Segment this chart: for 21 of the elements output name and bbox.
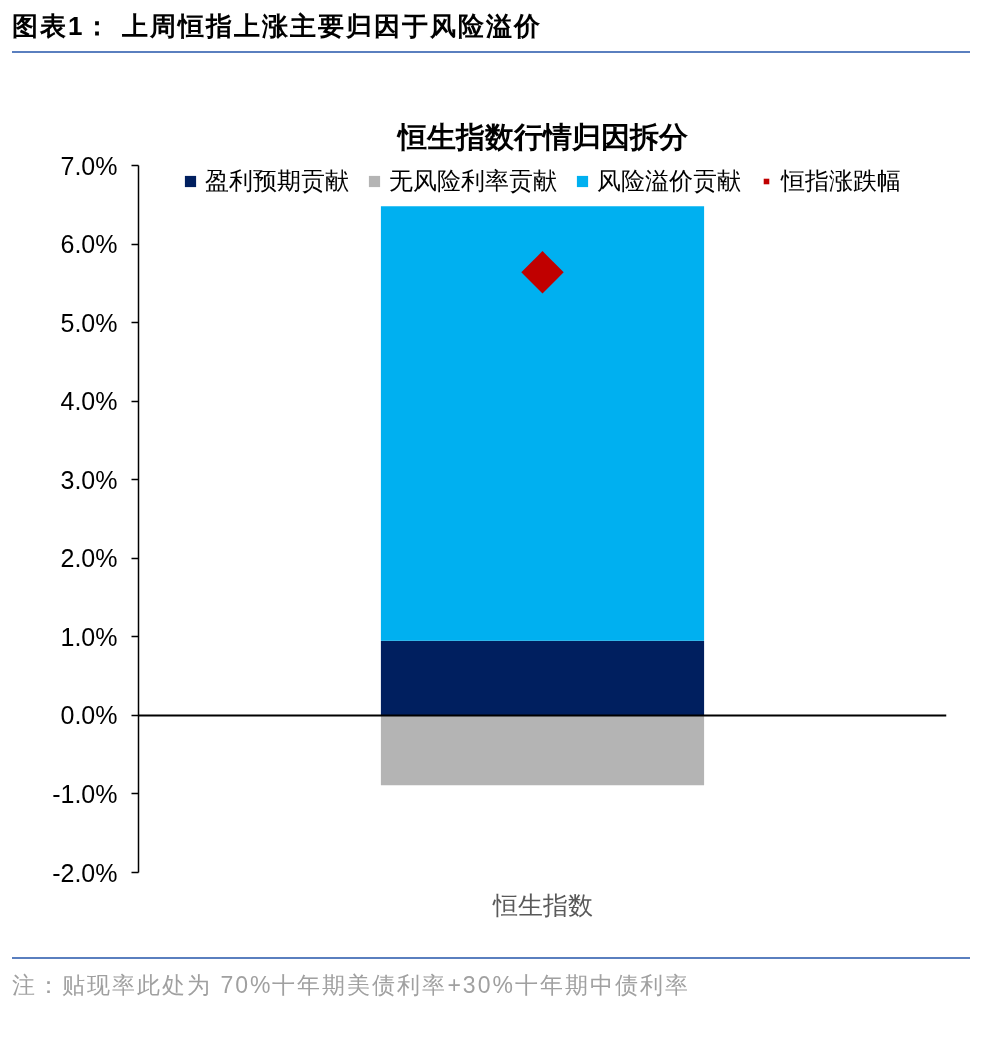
- y-tick-label: -1.0%: [52, 780, 118, 809]
- bar: [380, 640, 705, 716]
- y-tick-label: 3.0%: [60, 465, 118, 494]
- chart-title: 图表1： 上周恒指上涨主要归因于风险溢价: [12, 10, 542, 43]
- y-tick-label: 4.0%: [60, 387, 118, 416]
- chart-subtitle: 恒生指数行情归因拆分: [395, 120, 689, 153]
- y-tick-label: -2.0%: [52, 858, 118, 887]
- x-tick-label: 恒生指数: [491, 890, 593, 919]
- y-tick-label: 7.0%: [60, 151, 118, 180]
- bar: [380, 715, 705, 786]
- y-tick-label: 5.0%: [60, 308, 118, 337]
- y-tick-label: 1.0%: [60, 622, 118, 651]
- y-tick-label: 0.0%: [60, 701, 118, 730]
- legend-label: 盈利预期贡献: [205, 166, 349, 197]
- bar: [380, 206, 705, 641]
- text: 注：贴现率此处为 70%十年期美债利率+30%十年期中债利率: [12, 971, 690, 1001]
- y-tick-label: 2.0%: [60, 544, 118, 573]
- legend-label: 恒指涨跌幅: [781, 166, 901, 197]
- legend-label: 无风险利率贡献: [389, 166, 557, 197]
- y-tick-label: 6.0%: [60, 230, 118, 259]
- legend-label: 风险溢价贡献: [597, 166, 741, 197]
